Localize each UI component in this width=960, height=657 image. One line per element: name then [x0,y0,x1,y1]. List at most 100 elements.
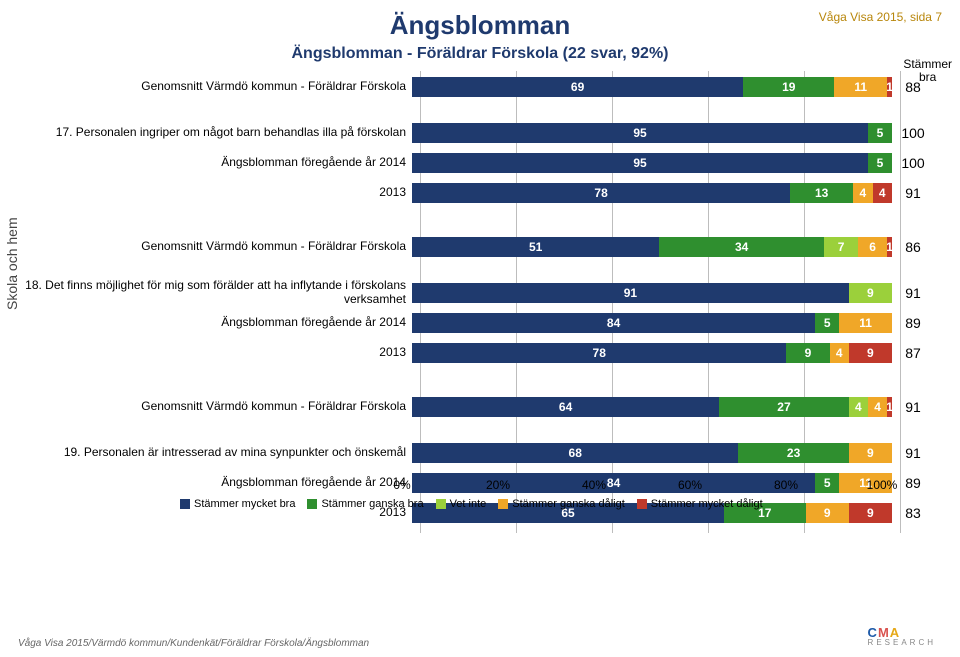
bar-segment: 11 [834,77,887,97]
bar-segment: 9 [849,283,892,303]
row-score: 87 [892,345,934,361]
stacked-bar: 84511 [412,313,892,333]
row-score: 83 [892,505,934,521]
bar-segment: 27 [719,397,849,417]
legend-swatch [637,499,647,509]
x-axis-tick: 100% [867,478,898,492]
bar-segment: 7 [824,237,858,257]
bar-segment: 4 [868,397,887,417]
chart-row: Ängsblomman föregående år 20148451189 [18,311,960,335]
bar-segment: 9 [786,343,829,363]
bar-segment: 1 [887,237,892,257]
chart-row-group: Genomsnitt Värmdö kommun - Föräldrar För… [18,75,960,211]
row-score: 89 [892,315,934,331]
legend-label: Stämmer mycket dåligt [651,498,763,510]
row-label: 17. Personalen ingriper om något barn be… [18,126,412,140]
chart-row: Genomsnitt Värmdö kommun - Föräldrar För… [18,395,960,419]
bar-segment: 1 [887,77,892,97]
row-score: 88 [892,79,934,95]
chart-row: Genomsnitt Värmdö kommun - Föräldrar För… [18,75,960,99]
row-score: 86 [892,239,934,255]
stacked-bar: 5134761 [412,237,892,257]
row-score: 89 [892,475,934,491]
chart-row: 201378134491 [18,181,960,205]
stacked-bar: 78949 [412,343,892,363]
chart-row: Ängsblomman föregående år 2014955100 [18,151,960,175]
chart-row: 18. Det finns möjlighet för mig som förä… [18,281,960,305]
legend-swatch [180,499,190,509]
row-label: 19. Personalen är intresserad av mina sy… [18,446,412,460]
bar-segment: 51 [412,237,659,257]
bar-segment: 4 [853,183,872,203]
bar-segment: 95 [412,123,868,143]
bar-segment: 6 [858,237,887,257]
row-label: 2013 [18,186,412,200]
bar-segment: 11 [839,313,892,333]
bar-segment: 5 [815,313,839,333]
chart-plot-area: Genomsnitt Värmdö kommun - Föräldrar För… [420,71,900,533]
page-title: Ängsblomman [18,10,942,41]
row-score: 100 [892,155,934,171]
bar-segment: 5 [868,123,892,143]
legend-swatch [307,499,317,509]
bar-segment: 78 [412,343,786,363]
row-score: 100 [892,125,934,141]
x-axis-tick: 40% [582,478,606,492]
x-axis-tick: 20% [486,478,510,492]
chart-row: 19. Personalen är intresserad av mina sy… [18,441,960,465]
row-score: 91 [892,185,934,201]
bar-segment: 95 [412,153,868,173]
chart-row-group: Genomsnitt Värmdö kommun - Föräldrar För… [18,235,960,371]
row-label: 18. Det finns möjlighet för mig som förä… [18,279,412,307]
chart-row: 17. Personalen ingriper om något barn be… [18,121,960,145]
bar-segment: 91 [412,283,849,303]
chart-legend: Stämmer mycket braStämmer ganska braVet … [180,498,880,512]
row-label: Ängsblomman föregående år 2014 [18,476,412,490]
bar-segment: 84 [412,313,815,333]
stacked-bar: 955 [412,123,892,143]
legend-label: Stämmer ganska dåligt [512,498,625,510]
bar-segment: 78 [412,183,790,203]
row-label: 2013 [18,346,412,360]
bar-segment: 64 [412,397,719,417]
chart-row: 20137894987 [18,341,960,365]
bar-segment: 9 [849,343,892,363]
chart-row: Genomsnitt Värmdö kommun - Föräldrar För… [18,235,960,259]
x-axis-tick: 80% [774,478,798,492]
legend-item: Stämmer ganska bra [307,498,423,510]
stacked-bar: 6919111 [412,77,892,97]
row-label: Genomsnitt Värmdö kommun - Föräldrar För… [18,240,412,254]
bar-segment: 68 [412,443,738,463]
legend-swatch [498,499,508,509]
bar-segment: 4 [830,343,849,363]
footer-source: Våga Visa 2015/Värmdö kommun/Kundenkät/F… [18,638,369,649]
row-score: 91 [892,285,934,301]
page-subtitle: Ängsblomman - Föräldrar Förskola (22 sva… [18,45,942,63]
bar-segment: 23 [738,443,848,463]
bar-segment: 69 [412,77,743,97]
stacked-bar: 919 [412,283,892,303]
bar-segment: 1 [887,397,892,417]
bar-segment: 13 [790,183,853,203]
bar-segment: 4 [873,183,892,203]
bar-segment: 5 [868,153,892,173]
legend-label: Stämmer ganska bra [321,498,423,510]
row-label: Ängsblomman föregående år 2014 [18,316,412,330]
legend-swatch [436,499,446,509]
legend-item: Stämmer ganska dåligt [498,498,625,510]
row-label: Genomsnitt Värmdö kommun - Föräldrar För… [18,80,412,94]
legend-item: Vet inte [436,498,487,510]
legend-label: Vet inte [450,498,487,510]
stacked-bar: 955 [412,153,892,173]
x-axis-tick: 60% [678,478,702,492]
page-corner-text: Våga Visa 2015, sida 7 [819,10,942,24]
bar-segment: 19 [743,77,834,97]
row-label: Genomsnitt Värmdö kommun - Föräldrar För… [18,400,412,414]
stacked-bar: 781344 [412,183,892,203]
row-score: 91 [892,399,934,415]
legend-item: Stämmer mycket dåligt [637,498,763,510]
bar-segment: 34 [659,237,824,257]
cma-logo: CMA RESEARCH [868,625,936,647]
x-axis-tick: 0% [393,478,410,492]
row-score: 91 [892,445,934,461]
